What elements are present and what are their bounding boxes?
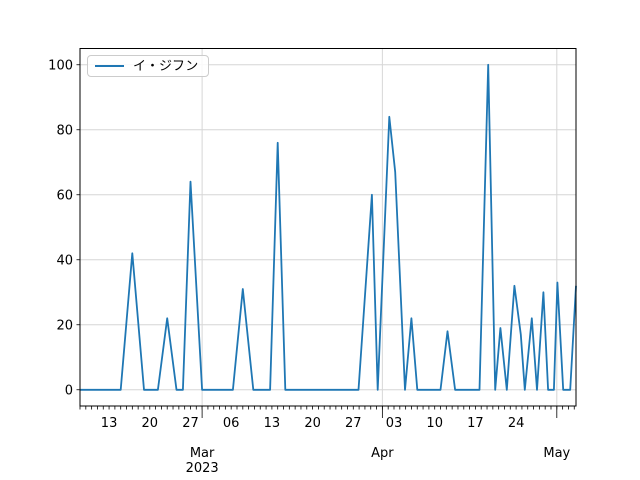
y-tick-label: 60 xyxy=(56,188,73,203)
x-day-label: 20 xyxy=(304,416,321,431)
y-tick-label: 40 xyxy=(56,253,73,268)
y-tick-label: 100 xyxy=(48,58,73,73)
y-tick-label: 0 xyxy=(65,383,73,398)
x-day-label: 27 xyxy=(345,416,362,431)
axes-spines xyxy=(79,48,577,407)
x-month-label: May xyxy=(543,446,570,461)
legend-line-sample xyxy=(95,65,124,67)
x-day-label: 03 xyxy=(386,416,403,431)
x-day-label: 13 xyxy=(101,416,118,431)
x-day-label: 13 xyxy=(264,416,281,431)
x-day-label: 17 xyxy=(467,416,484,431)
x-day-label: 10 xyxy=(426,416,443,431)
legend: イ・ジフン xyxy=(87,55,210,77)
x-tick-labels: 13 20 27 06 13 20 27 03 10 17 24 xyxy=(101,416,525,431)
y-tick-label: 20 xyxy=(56,318,73,333)
x-day-label: 20 xyxy=(142,416,159,431)
data-line xyxy=(80,63,577,391)
x-year-label: 2023 xyxy=(186,461,219,476)
x-day-label: 27 xyxy=(182,416,199,431)
ticks xyxy=(76,64,575,418)
x-month-label: Mar xyxy=(190,446,215,461)
gridlines xyxy=(80,48,576,406)
y-tick-label: 80 xyxy=(56,123,73,138)
x-day-label: 06 xyxy=(223,416,240,431)
x-month-label: Apr xyxy=(371,446,394,461)
y-tick-labels: 0 20 40 60 80 100 xyxy=(48,58,73,398)
x-day-label: 24 xyxy=(508,416,525,431)
legend-label: イ・ジフン xyxy=(133,58,199,74)
